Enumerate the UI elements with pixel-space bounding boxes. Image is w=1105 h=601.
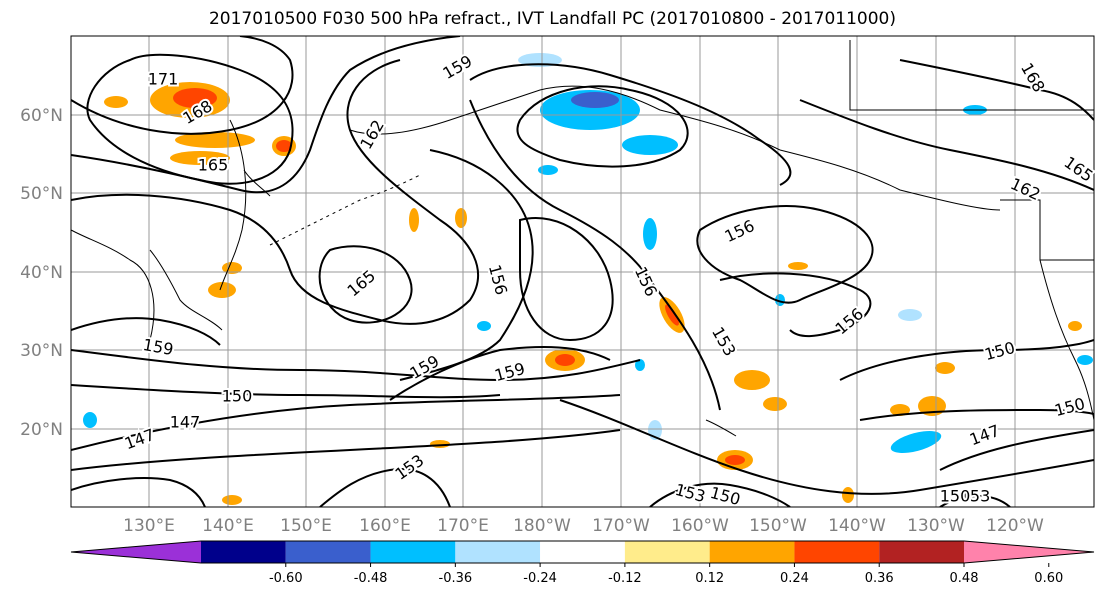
colorbar-upper-extend bbox=[964, 541, 1094, 563]
negative-anomaly-patch bbox=[1077, 355, 1093, 365]
colorbar-tick-label: 0.48 bbox=[950, 571, 979, 586]
colorbar-tick-label: 0.24 bbox=[780, 571, 809, 586]
contour-label: 147 bbox=[170, 413, 201, 432]
positive-anomaly-patch bbox=[276, 140, 292, 152]
positive-anomaly-patch bbox=[725, 455, 745, 465]
lon-label: 150°W bbox=[749, 516, 807, 536]
positive-anomaly-patch bbox=[222, 495, 242, 505]
lon-label: 150°E bbox=[280, 516, 332, 536]
lon-label: 160°E bbox=[359, 516, 411, 536]
lat-label: 30°N bbox=[20, 341, 63, 361]
lat-label: 60°N bbox=[20, 106, 63, 126]
colorbar-segment bbox=[624, 541, 710, 563]
lon-label: 170°E bbox=[437, 516, 489, 536]
positive-anomaly-patch bbox=[734, 370, 770, 390]
lon-label: 120°W bbox=[986, 516, 1044, 536]
colorbar-segment bbox=[455, 541, 541, 563]
lon-label: 130°E bbox=[123, 516, 175, 536]
map-title: 2017010500 F030 500 hPa refract., IVT La… bbox=[208, 9, 896, 29]
positive-anomaly-patch bbox=[665, 304, 679, 326]
colorbar-segment bbox=[370, 541, 456, 563]
lat-label: 50°N bbox=[20, 184, 63, 204]
longitude-labels: 130°E 140°E 150°E 160°E 170°E 180°W 170°… bbox=[123, 516, 1044, 536]
colorbar-tick-label: -0.24 bbox=[523, 571, 557, 586]
lat-label: 40°N bbox=[20, 263, 63, 283]
colorbar-tick-label: 0.36 bbox=[865, 571, 894, 586]
colorbar-tick-label: -0.12 bbox=[608, 571, 642, 586]
colorbar-segment bbox=[201, 541, 286, 563]
colorbar-segment bbox=[540, 541, 625, 563]
positive-anomaly-patch bbox=[170, 151, 230, 165]
negative-anomaly-patch bbox=[538, 165, 558, 175]
lon-label: 170°W bbox=[592, 516, 650, 536]
positive-anomaly-patch bbox=[763, 397, 787, 411]
colorbar-lower-extend bbox=[71, 541, 201, 563]
positive-anomaly-patch bbox=[1068, 321, 1082, 331]
latitude-labels: 60°N 50°N 40°N 30°N 20°N bbox=[20, 106, 63, 440]
negative-anomaly-patch bbox=[890, 431, 942, 453]
colorbar-tick-label: -0.48 bbox=[354, 571, 388, 586]
colorbar-tick-label: 0.60 bbox=[1034, 571, 1063, 586]
lon-label: 160°W bbox=[671, 516, 729, 536]
contour-label: 171 bbox=[148, 70, 179, 89]
positive-anomaly-patch bbox=[175, 132, 255, 148]
positive-anomaly-patch bbox=[409, 208, 419, 232]
contour-label: 153 bbox=[960, 487, 991, 506]
colorbar-tick-label: -0.36 bbox=[439, 571, 473, 586]
positive-anomaly-patch bbox=[890, 404, 910, 416]
positive-anomaly-patch bbox=[788, 262, 808, 270]
negative-anomaly-patch bbox=[477, 321, 491, 331]
lon-label: 140°E bbox=[202, 516, 254, 536]
negative-anomaly-patch bbox=[83, 412, 97, 428]
map-frame bbox=[70, 35, 1095, 508]
negative-anomaly-patch bbox=[898, 309, 922, 321]
lon-label: 140°W bbox=[828, 516, 886, 536]
positive-anomaly-patch bbox=[455, 208, 467, 228]
contour-label: 150 bbox=[222, 387, 253, 406]
positive-anomaly-patch bbox=[842, 487, 854, 503]
colorbar-segment bbox=[285, 541, 371, 563]
colorbar-tick-label: 0.12 bbox=[695, 571, 724, 586]
positive-anomaly-patch bbox=[104, 96, 128, 108]
negative-anomaly-patch bbox=[643, 218, 657, 250]
positive-anomaly-patch bbox=[208, 282, 236, 298]
negative-anomaly-patch bbox=[622, 135, 678, 155]
colorbar: -0.60 -0.48 -0.36 -0.24 -0.12 0.12 0.24 0.36 0.4… bbox=[70, 540, 1095, 586]
positive-anomaly-patch bbox=[935, 362, 955, 374]
coastlines bbox=[71, 40, 1094, 437]
colorbar-segment bbox=[879, 541, 964, 563]
colorbar-segment bbox=[794, 541, 880, 563]
map-panel bbox=[71, 36, 1094, 507]
lon-label: 130°W bbox=[907, 516, 965, 536]
colorbar-segment bbox=[709, 541, 795, 563]
positive-anomaly-patch bbox=[173, 88, 217, 108]
colorbar-tick-label: -0.60 bbox=[269, 571, 303, 586]
lat-label: 20°N bbox=[20, 420, 63, 440]
colorbar-outline bbox=[70, 540, 1095, 564]
negative-anomaly-patch bbox=[635, 359, 645, 371]
contour-label: 150 bbox=[940, 487, 971, 506]
contour-label: 165 bbox=[198, 156, 229, 175]
positive-anomaly-patch bbox=[555, 354, 575, 366]
graticule bbox=[71, 36, 1094, 507]
negative-anomaly-patch bbox=[571, 92, 619, 108]
lon-label: 180°W bbox=[513, 516, 571, 536]
contour-lines bbox=[71, 36, 1094, 507]
